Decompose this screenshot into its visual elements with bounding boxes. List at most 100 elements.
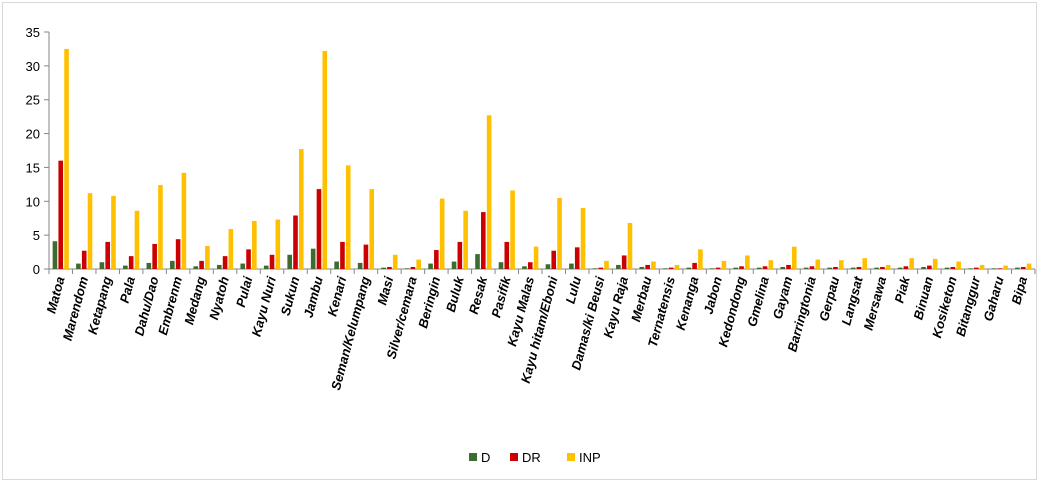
bar-dr [997,268,1003,269]
bar-inp [1026,263,1032,269]
bar-dr [739,266,744,269]
bar-dr [504,241,510,269]
bar-d [240,263,246,269]
bar-d [451,261,457,269]
legend-swatch-d [469,453,477,461]
category-label: Langsat [838,274,866,327]
bar-dr [833,266,838,269]
bar-d [263,265,269,269]
bar-dr [58,160,64,269]
bar-d [193,266,199,269]
bar-dr [457,241,463,269]
bar-inp [510,190,515,269]
bar-d [686,267,692,269]
bar-inp [87,193,93,269]
bar-inp [815,259,821,269]
bar-inp [158,185,163,269]
category-label: Pala [117,275,138,305]
y-tick-label: 10 [26,194,40,209]
bar-dr [128,256,134,269]
bar-d [146,262,152,269]
bar-inp [557,197,562,269]
bar-d [803,267,809,269]
bar-dr [105,241,110,269]
bar-d [827,267,832,269]
bar-inp [885,264,891,269]
category-label: Gayam [770,274,796,320]
bar-d [498,262,504,269]
bar-dr [692,262,697,269]
category-label: Jambu [301,275,326,319]
legend-label-d: D [481,450,490,465]
bar-inp [651,261,656,269]
bar-d [334,261,339,269]
bar-inp [533,246,539,269]
bar-d [991,268,997,269]
category-label: Sukun [278,275,303,317]
bar-dr [621,255,627,269]
category-label: Resak [466,274,491,316]
bar-dr [199,260,204,269]
bar-dr [574,247,580,269]
y-tick-label: 0 [33,262,40,277]
bar-inp [721,260,727,269]
bar-dr [880,266,885,269]
bar-dr [340,241,345,269]
bar-dr [551,250,557,269]
bar-d [850,267,856,269]
category-label: Merbau [628,275,654,324]
category-label: Kenari [324,275,349,318]
bar-inp [463,210,468,269]
bar-dr [856,266,862,269]
bar-inp [745,255,750,269]
y-tick-label: 20 [26,127,40,142]
bar-dr [316,189,322,269]
category-label: Binuan [910,275,936,321]
bar-dr [715,267,721,269]
category-label: Matoa [43,275,67,315]
bar-d [592,268,598,269]
bar-inp [838,260,844,269]
legend-swatch-inp [567,453,575,461]
bar-d [663,268,668,269]
bar-d [357,262,363,269]
category-label: Medang [181,275,208,326]
bar-inp [1003,265,1008,269]
bar-dr [410,266,416,269]
bar-inp [369,189,375,269]
bar-d [475,254,480,269]
bar-d [897,267,903,269]
bar-inp [862,258,868,269]
legend: D DR INP [469,450,601,465]
bar-dr [974,267,979,269]
bar-inp [627,222,633,269]
y-tick-label: 25 [26,93,40,108]
bar-inp [228,229,234,269]
bar-dr [950,266,956,269]
bar-d [287,254,292,269]
bar-dr [387,266,392,269]
bar-dr [434,250,439,269]
bar-inp [486,115,492,269]
bar-dr [598,267,603,269]
bar-dr [527,262,533,269]
y-tick-label: 35 [26,25,40,40]
bar-inp [792,246,797,269]
bar-inp [979,264,985,269]
bar-inp [299,149,304,269]
bar-dr [1020,266,1026,269]
category-label: Gmelina [744,275,772,328]
category-label: Piak [891,274,913,304]
bar-inp [604,260,609,269]
category-label: Beringin [415,275,443,330]
bar-dr [668,267,674,269]
bar-inp [181,172,187,269]
bar-d [123,265,128,269]
bar-dr [269,254,275,269]
category-label: Pasifik [488,274,514,319]
category-label: Mersawa [861,275,890,332]
bar-d [522,266,527,269]
category-label: Masi [374,275,396,307]
